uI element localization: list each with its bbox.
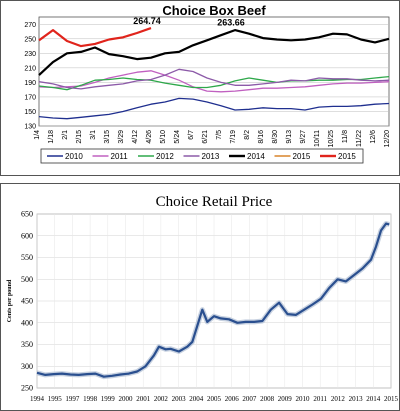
y-tick-label: 190 bbox=[24, 80, 36, 87]
x-tick-label: 2008 bbox=[260, 395, 275, 403]
y-tick-label: 400 bbox=[21, 318, 33, 327]
x-tick-label: 2000 bbox=[119, 395, 134, 403]
x-tick-label: 7/5 bbox=[216, 130, 223, 140]
y-axis-label: Cents per pound bbox=[7, 279, 13, 322]
annotation-label: 264.74 bbox=[133, 16, 161, 26]
y-tick-label: 350 bbox=[21, 340, 33, 349]
series-line-2010 bbox=[38, 97, 390, 120]
x-tick-label: 2006 bbox=[225, 395, 240, 403]
series-line-2013 bbox=[38, 68, 390, 90]
x-tick-label: 9/13 bbox=[286, 130, 293, 144]
y-tick-label: 230 bbox=[24, 51, 36, 58]
x-tick-label: 2009 bbox=[278, 395, 293, 403]
x-tick-label: 6/21 bbox=[202, 130, 209, 144]
legend-label: 2015 bbox=[293, 152, 311, 161]
x-tick-label: 10/11 bbox=[314, 130, 321, 147]
x-tick-label: 2/1 bbox=[62, 130, 69, 140]
y-tick-label: 250 bbox=[24, 36, 36, 43]
x-tick-label: 4/26 bbox=[146, 130, 153, 144]
y-tick-label: 650 bbox=[21, 210, 33, 219]
y-tick-label: 500 bbox=[21, 275, 33, 284]
chart-title: Choice Retail Price bbox=[156, 194, 273, 210]
x-tick-label: 2/15 bbox=[76, 130, 83, 144]
x-tick-label: 1994 bbox=[30, 395, 45, 403]
x-tick-label: 11/22 bbox=[356, 130, 363, 147]
x-tick-label: 3/15 bbox=[104, 130, 111, 144]
x-tick-label: 1997 bbox=[65, 395, 80, 403]
x-tick-label: 8/2 bbox=[244, 130, 251, 140]
series-line-2012 bbox=[38, 75, 390, 91]
x-tick-label: 2013 bbox=[349, 395, 364, 403]
legend-box bbox=[40, 148, 364, 164]
y-tick-label: 300 bbox=[21, 362, 33, 371]
x-tick-label: 6/7 bbox=[188, 130, 195, 140]
y-tick-label: 270 bbox=[24, 22, 36, 29]
x-tick-label: 2010 bbox=[296, 395, 311, 403]
x-tick-label: 2014 bbox=[366, 395, 381, 403]
legend-label: 2012 bbox=[156, 152, 174, 161]
x-tick-label: 2001 bbox=[136, 395, 151, 403]
x-tick-label: 1999 bbox=[101, 395, 116, 403]
y-tick-label: 450 bbox=[21, 297, 33, 306]
series-line-2015 bbox=[38, 27, 152, 48]
y-tick-label: 250 bbox=[21, 384, 33, 393]
x-tick-label: 3/29 bbox=[118, 130, 125, 144]
x-tick-label: 1998 bbox=[83, 395, 98, 403]
x-tick-label: 2004 bbox=[189, 395, 204, 403]
x-tick-label: 1995 bbox=[48, 395, 63, 403]
legend-label: 2015 bbox=[338, 152, 356, 161]
y-tick-label: 210 bbox=[24, 65, 36, 72]
series-line-2011 bbox=[38, 70, 390, 93]
choice-box-beef-chart: 130 150 170 190 210 230 250 270 1/4 1/18 2/1 2/15 3/… bbox=[24, 3, 391, 164]
x-tick-label: 10/25 bbox=[328, 130, 335, 148]
x-tick-label: 2005 bbox=[207, 395, 222, 403]
chart-title: Choice Box Beef bbox=[162, 3, 266, 18]
x-tick-label: 7/19 bbox=[230, 130, 237, 144]
x-tick-label: 9/27 bbox=[300, 130, 307, 144]
x-tick-label: 8/30 bbox=[272, 130, 279, 144]
x-tick-label: 2012 bbox=[331, 395, 346, 403]
legend-label: 2014 bbox=[247, 152, 265, 161]
legend: 2010 2011 2012 2013 2014 2015 2015 bbox=[40, 148, 364, 164]
legend-label: 2013 bbox=[202, 152, 220, 161]
y-tick-label: 130 bbox=[24, 124, 36, 131]
y-tick-label: 550 bbox=[21, 253, 33, 262]
x-tick-label: 5/24 bbox=[174, 130, 181, 144]
legend-label: 2011 bbox=[111, 152, 129, 161]
x-tick-label: 11/8 bbox=[342, 130, 349, 143]
choice-box-beef-panel: 130 150 170 190 210 230 250 270 1/4 1/18 2/1 2/15 3/… bbox=[0, 0, 400, 176]
series-line-retail-price bbox=[36, 222, 390, 378]
x-tick-label: 1/4 bbox=[34, 130, 41, 140]
annotation-label: 263.66 bbox=[217, 18, 245, 28]
y-tick-label: 600 bbox=[21, 231, 33, 240]
x-tick-label: 12/6 bbox=[370, 130, 377, 144]
x-tick-label: 2003 bbox=[172, 395, 187, 403]
y-tick-label: 170 bbox=[24, 94, 36, 101]
x-tick-label: 2011 bbox=[313, 395, 327, 403]
x-tick-label: 2007 bbox=[242, 395, 257, 403]
x-tick-label: 4/12 bbox=[132, 130, 139, 144]
x-tick-label: 2015 bbox=[384, 395, 399, 403]
y-tick-label: 150 bbox=[24, 109, 36, 116]
x-tick-label: 8/16 bbox=[258, 130, 265, 144]
x-tick-label: 3/1 bbox=[90, 130, 97, 140]
x-tick-label: 12/20 bbox=[384, 130, 391, 148]
legend-label: 2010 bbox=[65, 152, 83, 161]
x-tick-label: 5/10 bbox=[160, 130, 167, 144]
x-tick-label: 1/18 bbox=[48, 130, 55, 144]
x-tick-label: 2002 bbox=[154, 395, 169, 403]
series-line-2014 bbox=[38, 29, 390, 76]
choice-retail-price-panel: 250 300 350 400 450 500 550 600 650 1994 1995 1997 1… bbox=[0, 183, 400, 411]
